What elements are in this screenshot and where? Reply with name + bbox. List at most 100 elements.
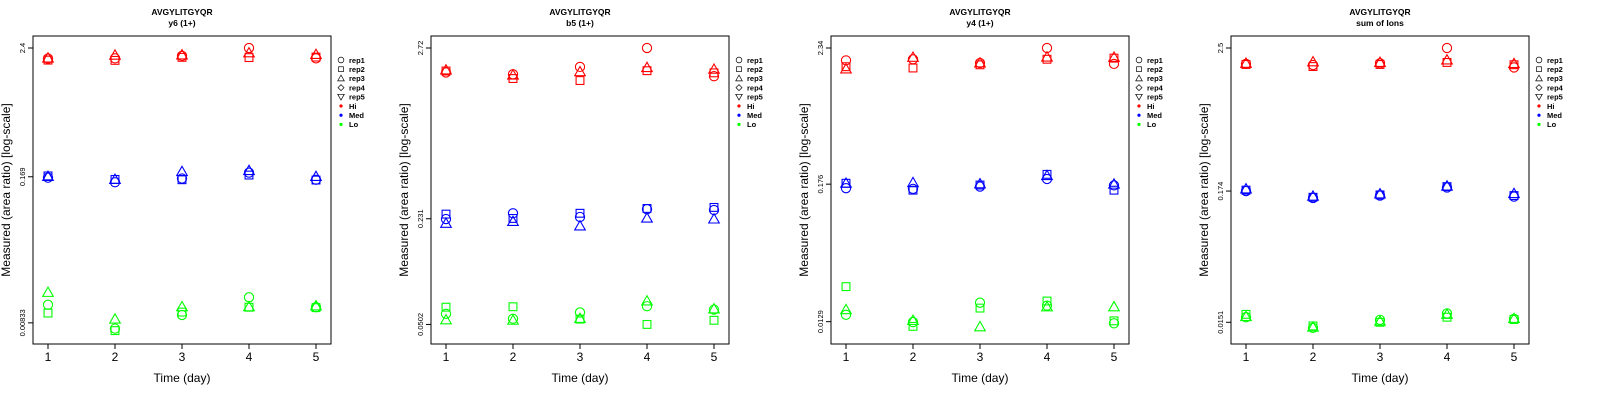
data-point-hi-rep3 — [439, 63, 453, 75]
data-point-med-rep3 — [1107, 177, 1121, 189]
data-points — [1239, 42, 1521, 334]
legend-item-rep5: rep5 — [1535, 93, 1563, 102]
data-point-hi-rep2 — [110, 55, 120, 65]
chart-subtitle: y6 (1+) — [168, 18, 195, 28]
legend-label-hi: Hi — [349, 102, 357, 111]
data-point-med-rep3 — [41, 170, 55, 182]
legend-label-rep2: rep2 — [349, 65, 365, 74]
data-point-lo-rep3 — [108, 312, 122, 324]
data-point-lo-rep1 — [1108, 318, 1120, 329]
legend-label-rep2: rep2 — [1147, 65, 1163, 74]
y-tick-label: 0.0151 — [1216, 311, 1225, 334]
y-tick-label: 0.176 — [816, 175, 825, 194]
data-point-lo-rep2 — [1442, 312, 1452, 322]
legend-item-rep4: rep4 — [1135, 83, 1164, 92]
legend-item-rep3: rep3 — [1535, 74, 1563, 83]
data-point-lo-rep3 — [1507, 312, 1521, 324]
legend-item-rep5: rep5 — [1135, 93, 1163, 102]
data-point-med-rep3 — [309, 170, 323, 182]
legend-symbol-rep1 — [1135, 56, 1143, 64]
data-point-med-rep3 — [573, 219, 587, 231]
data-point-lo-rep1 — [974, 297, 986, 308]
legend-item-med: Med — [1137, 111, 1162, 120]
legend-symbol-rep1 — [735, 56, 743, 64]
data-point-hi-rep3 — [1239, 56, 1253, 68]
data-point-med-rep3 — [1306, 189, 1320, 201]
data-point-lo-rep2 — [43, 308, 53, 318]
legend-item-rep4: rep4 — [337, 83, 366, 92]
legend-label-rep1: rep1 — [747, 56, 763, 65]
data-point-med-rep1 — [907, 183, 919, 194]
legend-label-rep5: rep5 — [747, 93, 763, 102]
y-tick-label: 2.5 — [1216, 43, 1225, 53]
legend-marker-rep2 — [338, 66, 344, 72]
data-point-lo-rep2 — [709, 315, 719, 325]
legend-dot-hi — [737, 104, 741, 108]
chart-subtitle: sum of Ions — [1356, 18, 1404, 28]
data-point-lo-rep1 — [109, 323, 121, 334]
legend-marker-rep4 — [337, 84, 345, 92]
data-point-lo-rep3 — [906, 314, 920, 325]
data-point-hi-rep2 — [244, 53, 254, 63]
data-point-hi-rep1 — [1441, 42, 1453, 54]
data-point-lo-rep2 — [1042, 296, 1052, 306]
legend-item-rep3: rep3 — [337, 74, 365, 83]
chart-panel-y6: AVGYLITGYQR y6 (1+) 1 2 3 4 5 Time (day) 0.00833… — [0, 0, 398, 400]
legend-label-hi: Hi — [1547, 102, 1555, 111]
data-point-hi-rep2 — [642, 66, 652, 76]
legend-dot-lo — [1537, 122, 1541, 126]
chart-subtitle: y4 (1+) — [966, 18, 993, 28]
data-point-med-rep2 — [575, 208, 585, 218]
data-point-lo-rep2 — [177, 307, 187, 317]
data-point-lo-rep1 — [440, 308, 452, 319]
data-point-med-rep3 — [439, 216, 453, 228]
legend-label-rep4: rep4 — [1547, 83, 1564, 92]
legend-item-rep1: rep1 — [1135, 56, 1163, 65]
data-point-med-rep3 — [1440, 179, 1454, 191]
x-tick-label: 4 — [246, 350, 253, 364]
data-point-lo-rep3 — [242, 300, 256, 312]
legend-label-rep3: rep3 — [747, 74, 763, 83]
legend-label-rep1: rep1 — [1547, 56, 1563, 65]
x-tick-label: 3 — [179, 350, 186, 364]
legend-label-lo: Lo — [1547, 120, 1557, 129]
legend-marker-rep5 — [1135, 93, 1143, 101]
y-tick-label: 2.4 — [18, 43, 27, 53]
legend-marker-rep3 — [735, 74, 743, 82]
data-point-hi-rep3 — [242, 46, 256, 58]
x-tick-label: 3 — [977, 350, 984, 364]
legend-item-lo: Lo — [737, 120, 757, 129]
data-point-lo-rep3 — [1373, 314, 1387, 326]
chart-title: AVGYLITGYQR — [1349, 7, 1410, 17]
data-point-med-rep1 — [507, 208, 519, 219]
legend-item-rep2: rep2 — [736, 65, 763, 74]
legend-symbol-rep1 — [1535, 56, 1543, 64]
data-point-hi-rep1 — [907, 54, 919, 65]
legend-item-rep1: rep1 — [337, 56, 365, 65]
x-tick-label: 3 — [577, 350, 584, 364]
legend-label-med: Med — [1547, 111, 1562, 120]
legend-label-rep5: rep5 — [1147, 93, 1163, 102]
chart-panel-b5: AVGYLITGYQR b5 (1+) 1 2 3 4 5 Time (day) 0.0502 0… — [397, 0, 798, 400]
legend-label-rep5: rep5 — [349, 93, 365, 102]
x-tick-label: 1 — [1243, 350, 1250, 364]
legend-marker-rep3 — [337, 74, 345, 82]
data-point-lo-rep3 — [707, 302, 721, 314]
legend-item-rep1: rep1 — [1535, 56, 1563, 65]
legend-label-med: Med — [747, 111, 762, 120]
x-tick-label: 1 — [45, 350, 52, 364]
legend-label-rep4: rep4 — [1147, 83, 1164, 92]
data-point-hi-rep3 — [573, 65, 587, 77]
legend-symbol-rep5 — [735, 93, 743, 101]
data-point-lo-rep1 — [840, 309, 852, 320]
legend-label-rep4: rep4 — [349, 83, 366, 92]
legend-symbol-rep3 — [337, 74, 345, 82]
y-axis-label: Measured (area ratio) [log-scale] — [398, 103, 411, 276]
y-tick-label: 2.34 — [816, 41, 825, 56]
legend-marker-rep2 — [736, 66, 742, 72]
data-point-lo-rep3 — [309, 299, 323, 311]
legend-item-rep3: rep3 — [1135, 74, 1163, 83]
